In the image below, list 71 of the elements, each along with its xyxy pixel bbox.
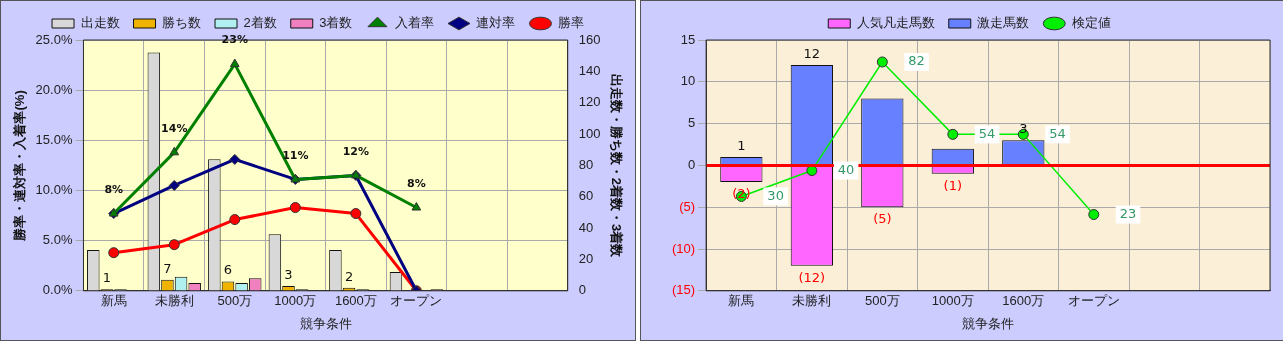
x-tick-label: 1600万	[334, 293, 377, 309]
y-tick-label: 10.0%	[35, 182, 73, 198]
x-axis-title: 競争条件	[962, 315, 1015, 331]
data-label: 54	[1049, 125, 1066, 141]
data-label: 6	[223, 262, 233, 278]
y2-tick-label: 20	[578, 251, 594, 267]
data-label: 40	[837, 161, 855, 177]
y2-tick-label: 80	[578, 156, 594, 172]
legend-label: 勝ち数	[162, 15, 202, 31]
legend-label: 勝率	[557, 15, 584, 31]
y2-tick-label: 140	[578, 62, 601, 78]
data-label: 23	[1119, 205, 1137, 221]
y-tick-label: 15	[680, 31, 696, 47]
x-tick-label: 500万	[864, 293, 900, 309]
y-tick-label: 10	[680, 73, 696, 89]
y-tick-label: 0	[687, 156, 696, 172]
data-label: (12)	[798, 269, 826, 285]
x-tick-label: 500万	[217, 293, 253, 309]
y-tick-label: (5)	[679, 198, 696, 214]
data-label: 8%	[407, 176, 426, 190]
data-label: 2	[344, 268, 354, 284]
y-tick-label: 5	[687, 115, 696, 131]
legend-label: 検定値	[1071, 15, 1111, 31]
data-label: 54	[978, 125, 996, 141]
y-axis-title: 勝率・連対率・入着率(%)	[12, 90, 28, 242]
legend-label: 人気凡走馬数	[856, 15, 935, 31]
x-tick-label: 未勝利	[792, 293, 832, 309]
data-label: 3	[1019, 121, 1028, 137]
legend-label: 2着数	[243, 15, 277, 31]
y2-tick-label: 160	[578, 31, 601, 47]
y2-tick-label: 60	[578, 188, 594, 204]
data-label: (1)	[943, 177, 963, 193]
data-label: 8%	[104, 182, 124, 196]
y2-tick-label: 100	[578, 125, 601, 141]
x-tick-label: 新馬	[728, 293, 755, 309]
y2-axis-title: 出走数・勝ち数・2着数・3着数	[608, 73, 624, 259]
x-tick-label: 1600万	[1002, 293, 1045, 309]
y-tick-label: 20.0%	[35, 81, 73, 97]
x-tick-label: 1000万	[274, 293, 317, 309]
y-tick-label: 0.0%	[42, 282, 73, 298]
y2-tick-label: 120	[578, 94, 601, 110]
legend-label: 出走数	[80, 15, 120, 31]
data-label: 14%	[161, 121, 188, 135]
data-label: 7	[163, 260, 172, 276]
legend-label: 激走馬数	[977, 15, 1030, 31]
x-tick-label: 未勝利	[154, 293, 194, 309]
y-tick-label: 25.0%	[35, 31, 73, 47]
data-label: 1	[102, 270, 112, 286]
legend-label: 連対率	[476, 15, 516, 31]
x-tick-label: 新馬	[100, 293, 127, 309]
data-label: 12%	[342, 144, 370, 158]
y-tick-label: 5.0%	[42, 232, 73, 248]
x-tick-label: オープン	[1067, 293, 1120, 309]
data-label: 82	[908, 53, 925, 69]
data-label: 12	[803, 45, 821, 61]
y-tick-label: 15.0%	[35, 131, 73, 147]
y-tick-label: (15)	[671, 282, 696, 298]
legend-label: 3着数	[319, 15, 353, 31]
y2-tick-label: 0	[578, 282, 586, 298]
data-label: 11%	[282, 148, 309, 162]
data-label: (5)	[873, 211, 892, 227]
legend-label: 入着率	[394, 15, 434, 31]
data-label: 1	[737, 137, 746, 153]
y-tick-label: (10)	[671, 240, 696, 256]
data-label: 30	[767, 187, 784, 203]
x-tick-label: 1000万	[931, 293, 974, 309]
data-label: 3	[284, 266, 293, 282]
x-tick-label: オープン	[390, 293, 443, 309]
x-axis-title: 競争条件	[299, 315, 352, 331]
y2-tick-label: 40	[578, 219, 594, 235]
data-label: 23%	[221, 33, 248, 47]
